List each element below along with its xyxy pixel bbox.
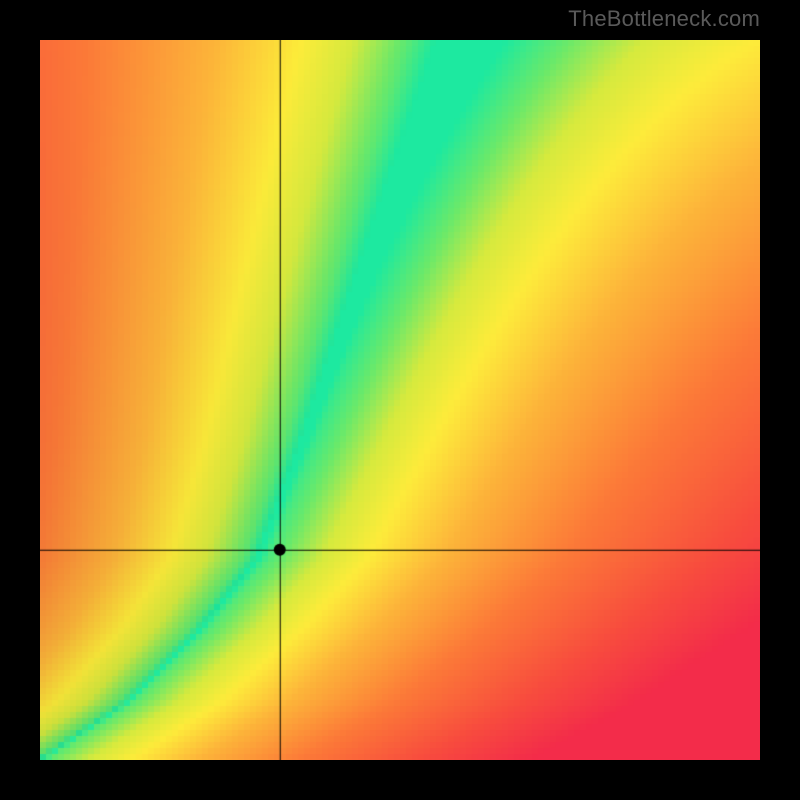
bottleneck-heatmap [40,40,760,760]
watermark-text: TheBottleneck.com [568,6,760,32]
figure-container: TheBottleneck.com [0,0,800,800]
